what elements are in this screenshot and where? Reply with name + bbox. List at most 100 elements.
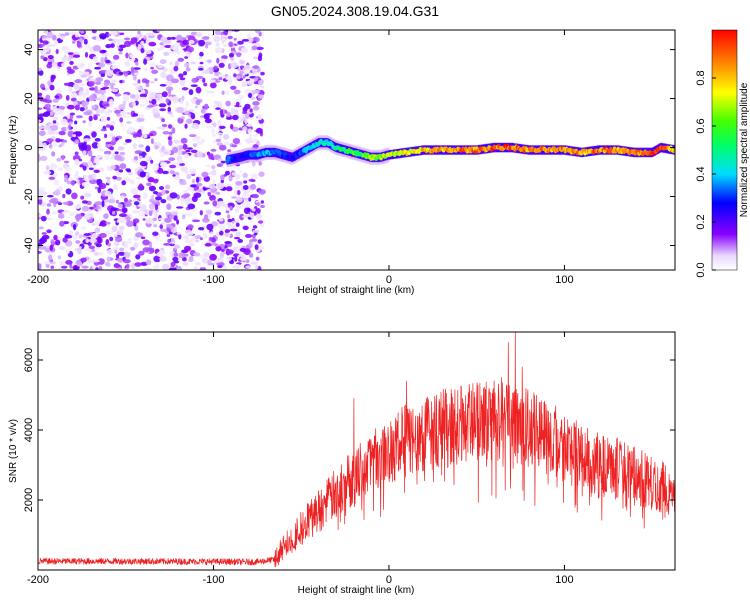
noise-speckle <box>184 212 193 217</box>
noise-speckle <box>187 232 194 236</box>
noise-speckle <box>88 120 92 127</box>
noise-speckle <box>188 109 195 113</box>
noise-speckle <box>213 100 222 104</box>
noise-speckle <box>248 252 254 258</box>
noise-speckle <box>78 91 86 97</box>
noise-speckle <box>188 89 194 96</box>
noise-speckle <box>119 163 127 170</box>
noise-speckle <box>210 148 217 152</box>
noise-speckle <box>98 62 106 68</box>
noise-speckle <box>148 185 156 192</box>
noise-speckle <box>220 58 227 64</box>
noise-speckle <box>168 214 175 219</box>
noise-speckle <box>202 78 206 83</box>
noise-speckle <box>64 32 70 36</box>
noise-speckle <box>38 187 46 191</box>
noise-speckle <box>225 210 230 214</box>
noise-speckle <box>81 226 87 231</box>
noise-speckle <box>52 105 58 113</box>
noise-speckle <box>195 262 201 266</box>
noise-speckle <box>231 172 236 176</box>
noise-speckle <box>129 94 136 99</box>
noise-speckle <box>236 75 241 80</box>
noise-speckle <box>65 188 72 195</box>
noise-speckle <box>198 56 202 60</box>
noise-speckle <box>91 30 97 34</box>
noise-speckle <box>48 44 56 47</box>
noise-speckle <box>213 122 217 128</box>
noise-speckle <box>239 247 247 252</box>
noise-speckle <box>228 41 234 48</box>
noise-speckle <box>80 30 85 34</box>
noise-speckle <box>184 245 192 251</box>
noise-speckle <box>256 208 261 214</box>
noise-speckle <box>158 217 164 221</box>
noise-speckle <box>157 64 164 69</box>
noise-speckle <box>219 125 226 129</box>
colorbar-tick-label: 0.0 <box>695 262 707 277</box>
spectrogram-ticks: -200 -100 0 100 40 20 0 -20 -40 <box>23 30 675 286</box>
noise-speckle <box>229 228 238 232</box>
noise-speckle <box>165 184 171 190</box>
noise-speckle <box>127 172 134 176</box>
noise-speckle <box>138 250 145 256</box>
noise-speckle <box>182 235 190 240</box>
noise-speckle <box>44 103 51 109</box>
noise-speckle <box>63 160 70 164</box>
noise-speckle <box>38 245 46 250</box>
noise-speckle <box>233 37 237 41</box>
noise-speckle <box>178 145 184 151</box>
noise-speckle <box>100 73 106 77</box>
noise-speckle <box>158 100 167 105</box>
noise-speckle <box>217 200 225 207</box>
noise-speckle <box>38 198 43 205</box>
noise-speckle <box>50 125 59 131</box>
noise-speckle <box>46 138 54 143</box>
noise-speckle <box>65 94 70 101</box>
noise-speckle <box>44 245 52 249</box>
noise-speckle <box>212 104 218 109</box>
noise-speckle <box>45 94 51 100</box>
noise-speckle <box>252 67 258 74</box>
noise-speckle <box>166 36 172 41</box>
noise-speckle <box>125 220 134 227</box>
noise-speckle <box>244 103 251 110</box>
noise-speckle <box>124 201 132 207</box>
noise-speckle <box>139 160 148 167</box>
noise-speckle <box>100 220 107 227</box>
noise-speckle <box>42 98 48 103</box>
noise-speckle <box>181 95 185 101</box>
noise-speckle <box>245 265 252 269</box>
noise-speckle <box>74 151 79 156</box>
noise-speckle <box>235 101 240 107</box>
x-tick-label: -100 <box>202 574 224 586</box>
noise-speckle <box>114 154 122 161</box>
noise-speckle <box>94 138 101 142</box>
noise-speckle <box>46 208 50 215</box>
noise-speckle <box>218 77 223 81</box>
colorbar-ticks: 0.8 0.6 0.4 0.2 0.0 <box>695 70 716 278</box>
noise-speckle <box>73 223 77 231</box>
noise-speckle <box>220 223 224 230</box>
noise-speckle <box>61 211 68 214</box>
noise-speckle <box>125 139 132 143</box>
noise-speckle <box>203 82 208 87</box>
noise-speckle <box>208 184 216 189</box>
noise-speckle <box>181 87 189 91</box>
noise-speckle <box>231 220 237 224</box>
noise-speckle <box>114 109 121 114</box>
noise-speckle <box>130 246 136 251</box>
noise-speckle <box>112 246 119 250</box>
noise-speckle <box>192 219 201 223</box>
noise-speckle <box>194 239 200 243</box>
noise-speckle <box>125 121 132 124</box>
x-tick-label: 100 <box>555 274 573 286</box>
noise-speckle <box>40 55 45 60</box>
noise-speckle <box>186 173 192 179</box>
noise-speckle <box>248 197 252 202</box>
noise-speckle <box>226 111 231 118</box>
noise-speckle <box>209 253 218 261</box>
noise-speckle <box>46 217 53 221</box>
ridge-core <box>672 148 675 154</box>
